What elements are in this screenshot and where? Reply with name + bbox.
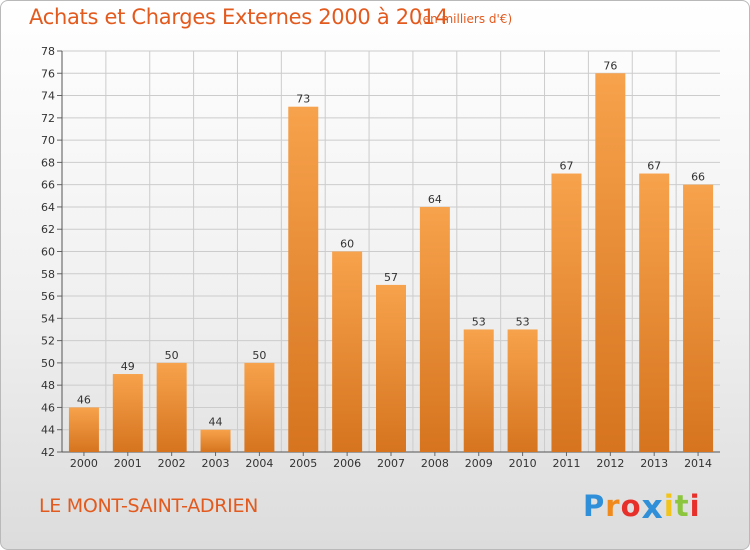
x-tick-label: 2006 [333,457,361,470]
data-label: 49 [121,360,135,373]
y-tick-label: 56 [41,290,55,303]
logo-letter: i [689,489,701,523]
bar [639,173,670,452]
x-tick-label: 2010 [509,457,537,470]
data-label: 50 [252,349,266,362]
bar [112,374,143,452]
x-tick-label: 2007 [377,457,405,470]
commune-name: LE MONT-SAINT-ADRIEN [39,495,259,517]
data-label: 53 [516,315,530,328]
y-tick-label: 70 [41,134,55,147]
y-tick-label: 42 [41,446,55,459]
y-tick-label: 76 [41,67,55,80]
x-tick-label: 2002 [158,457,186,470]
chart-subtitle: (en milliers d'€) [418,12,513,26]
data-label: 67 [559,160,573,173]
x-tick-label: 2014 [684,457,712,470]
x-tick-label: 2013 [640,457,668,470]
logo-letter: t [674,489,690,523]
data-label: 66 [691,171,705,184]
logo-letter: i [663,489,675,523]
logo-letter: x [641,487,664,526]
y-tick-label: 44 [41,424,55,437]
y-tick-label: 48 [41,379,55,392]
y-tick-label: 62 [41,223,55,236]
bar [595,73,626,453]
bar [156,362,187,452]
y-tick-label: 46 [41,401,55,414]
bar [463,329,494,452]
y-tick-label: 60 [41,246,55,259]
y-tick-label: 50 [41,357,55,370]
chart-title: Achats et Charges Externes 2000 à 2014 [29,5,449,29]
bar [683,184,714,452]
y-tick-label: 68 [41,156,55,169]
x-tick-label: 2009 [465,457,493,470]
bar [551,173,582,452]
y-tick-label: 78 [41,45,55,58]
bar [419,206,450,452]
data-label: 73 [296,93,310,106]
data-label: 44 [209,416,223,429]
x-tick-label: 2012 [596,457,624,470]
data-label: 50 [165,349,179,362]
logo-letter: r [605,489,621,523]
logo-letter: o [620,489,642,523]
data-label: 67 [647,160,661,173]
y-tick-label: 66 [41,179,55,192]
y-tick-label: 64 [41,201,55,214]
bar [244,362,275,452]
data-label: 76 [603,59,617,72]
bar [332,251,363,452]
data-label: 57 [384,271,398,284]
y-tick-label: 58 [41,268,55,281]
x-tick-label: 2004 [245,457,273,470]
logo-letter: P [583,489,606,523]
data-label: 64 [428,193,442,206]
x-tick-label: 2001 [114,457,142,470]
y-tick-label: 54 [41,312,55,325]
x-tick-label: 2011 [552,457,580,470]
data-label: 46 [77,393,91,406]
bar [288,106,319,452]
x-tick-label: 2008 [421,457,449,470]
bar [507,329,538,452]
data-labels: 46 49 50 44 50 73 60 57 64 53 53 67 76 67 66 [77,59,705,428]
y-tick-label: 52 [41,335,55,348]
x-tick-label: 2005 [289,457,317,470]
bar [200,429,231,452]
proxiti-logo: Proxiti [583,485,701,526]
y-tick-label: 72 [41,112,55,125]
bar [68,407,99,452]
data-label: 53 [472,315,486,328]
bar [376,284,406,452]
data-label: 60 [340,238,354,251]
axes: 42 44 46 48 50 52 54 56 58 60 62 64 66 68 70 72 74 76 78 20… [41,45,720,470]
x-tick-label: 2003 [202,457,230,470]
x-tick-label: 2000 [70,457,98,470]
y-tick-label: 74 [41,90,55,103]
bars [68,73,714,453]
